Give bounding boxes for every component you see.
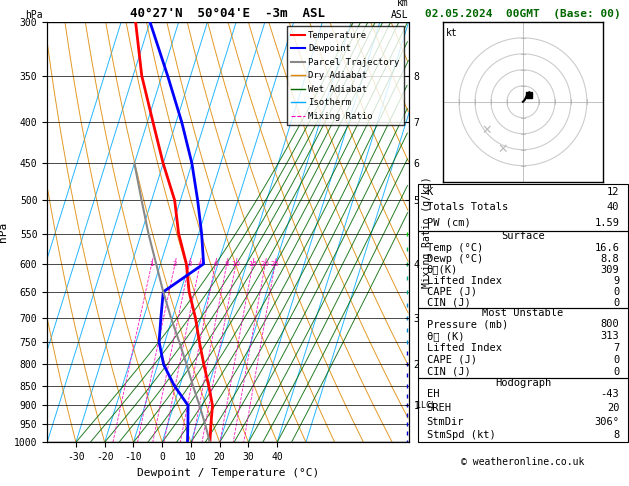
- Text: km
ASL: km ASL: [391, 0, 409, 20]
- Text: 16.6: 16.6: [594, 243, 620, 253]
- Text: 40: 40: [607, 202, 620, 212]
- Text: 9: 9: [613, 276, 620, 286]
- Text: 306°: 306°: [594, 417, 620, 427]
- Text: CAPE (J): CAPE (J): [426, 355, 477, 365]
- Text: 313: 313: [601, 331, 620, 341]
- Text: Surface: Surface: [501, 231, 545, 242]
- Text: 0: 0: [613, 355, 620, 365]
- Text: 0: 0: [613, 297, 620, 308]
- Text: 20: 20: [261, 261, 270, 267]
- Legend: Temperature, Dewpoint, Parcel Trajectory, Dry Adiabat, Wet Adiabat, Isotherm, Mi: Temperature, Dewpoint, Parcel Trajectory…: [287, 26, 404, 125]
- Text: © weatheronline.co.uk: © weatheronline.co.uk: [461, 457, 584, 467]
- Text: Totals Totals: Totals Totals: [426, 202, 508, 212]
- Text: 25: 25: [270, 261, 279, 267]
- Text: SREH: SREH: [426, 403, 452, 413]
- Text: 02.05.2024  00GMT  (Base: 00): 02.05.2024 00GMT (Base: 00): [425, 9, 621, 19]
- Y-axis label: Mixing Ratio (g/kg): Mixing Ratio (g/kg): [422, 176, 432, 288]
- Text: 3: 3: [187, 261, 192, 267]
- Text: Temp (°C): Temp (°C): [426, 243, 483, 253]
- Text: 10: 10: [231, 261, 240, 267]
- Y-axis label: hPa: hPa: [0, 222, 8, 242]
- Text: 0: 0: [613, 287, 620, 296]
- Text: StmDir: StmDir: [426, 417, 464, 427]
- Text: θᴄ (K): θᴄ (K): [426, 331, 464, 341]
- Text: 2: 2: [173, 261, 177, 267]
- Text: Lifted Index: Lifted Index: [426, 276, 501, 286]
- Text: Hodograph: Hodograph: [495, 378, 551, 387]
- Text: StmSpd (kt): StmSpd (kt): [426, 431, 495, 440]
- X-axis label: Dewpoint / Temperature (°C): Dewpoint / Temperature (°C): [137, 468, 319, 478]
- Text: K: K: [426, 187, 433, 197]
- Text: 8: 8: [225, 261, 229, 267]
- Text: 0: 0: [613, 367, 620, 377]
- Text: θᴄ(K): θᴄ(K): [426, 264, 458, 275]
- Text: 15: 15: [248, 261, 257, 267]
- Bar: [418, 378, 628, 442]
- Text: 309: 309: [601, 264, 620, 275]
- Text: 6: 6: [213, 261, 218, 267]
- Text: CAPE (J): CAPE (J): [426, 287, 477, 296]
- Text: CIN (J): CIN (J): [426, 367, 470, 377]
- Text: ✕: ✕: [497, 143, 508, 156]
- Text: 20: 20: [607, 403, 620, 413]
- Text: 1LCL: 1LCL: [416, 401, 436, 410]
- Text: -43: -43: [601, 389, 620, 399]
- Text: Most Unstable: Most Unstable: [482, 308, 564, 318]
- Text: Dewp (°C): Dewp (°C): [426, 254, 483, 263]
- Text: 7: 7: [613, 343, 620, 353]
- Text: CIN (J): CIN (J): [426, 297, 470, 308]
- Text: Lifted Index: Lifted Index: [426, 343, 501, 353]
- Bar: [418, 308, 628, 378]
- Text: 1: 1: [150, 261, 154, 267]
- Text: 12: 12: [607, 187, 620, 197]
- Text: 8: 8: [613, 431, 620, 440]
- Text: 40°27'N  50°04'E  -3m  ASL: 40°27'N 50°04'E -3m ASL: [130, 7, 325, 20]
- Text: 4: 4: [198, 261, 202, 267]
- Bar: [418, 230, 628, 308]
- Text: 1.59: 1.59: [594, 218, 620, 228]
- Text: Pressure (mb): Pressure (mb): [426, 319, 508, 330]
- Text: 800: 800: [601, 319, 620, 330]
- Bar: [418, 184, 628, 230]
- Text: PW (cm): PW (cm): [426, 218, 470, 228]
- Text: EH: EH: [426, 389, 439, 399]
- Text: kt: kt: [446, 28, 458, 38]
- Text: ✕: ✕: [481, 124, 491, 137]
- Text: hPa: hPa: [26, 10, 43, 20]
- Text: 8.8: 8.8: [601, 254, 620, 263]
